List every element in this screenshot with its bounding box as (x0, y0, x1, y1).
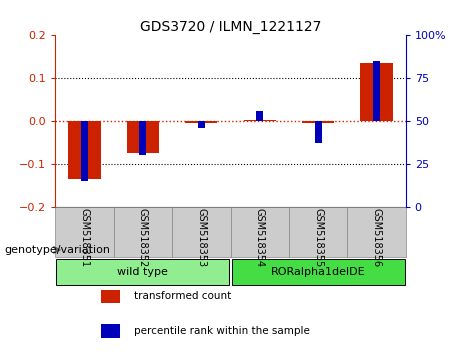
Text: GSM518356: GSM518356 (372, 208, 382, 267)
Bar (314, 121, 322, 143)
FancyBboxPatch shape (230, 207, 289, 257)
Text: GSM518352: GSM518352 (138, 208, 148, 268)
Bar (373, 61, 380, 121)
Text: genotype/variation: genotype/variation (5, 245, 111, 255)
Bar (127, 121, 159, 153)
Title: GDS3720 / ILMN_1221127: GDS3720 / ILMN_1221127 (140, 21, 321, 34)
Bar (69, 121, 100, 179)
FancyBboxPatch shape (55, 207, 114, 257)
Bar (101, 324, 120, 338)
Text: transformed count: transformed count (134, 291, 231, 302)
Text: percentile rank within the sample: percentile rank within the sample (134, 326, 310, 336)
Text: GSM518353: GSM518353 (196, 208, 207, 267)
FancyBboxPatch shape (347, 207, 406, 257)
Bar (243, 120, 276, 121)
FancyBboxPatch shape (57, 259, 229, 285)
Bar (302, 121, 334, 123)
Bar (139, 121, 147, 155)
FancyBboxPatch shape (289, 207, 347, 257)
Bar (81, 121, 88, 181)
FancyBboxPatch shape (232, 259, 404, 285)
FancyBboxPatch shape (172, 207, 230, 257)
Text: GSM518351: GSM518351 (79, 208, 89, 267)
Text: GSM518354: GSM518354 (254, 208, 265, 267)
Bar (198, 121, 205, 128)
Text: RORalpha1delDE: RORalpha1delDE (271, 267, 366, 277)
Bar (361, 63, 393, 121)
Text: GSM518355: GSM518355 (313, 208, 323, 268)
FancyBboxPatch shape (114, 207, 172, 257)
Bar (185, 121, 218, 123)
Bar (256, 111, 263, 121)
Text: wild type: wild type (118, 267, 168, 277)
Bar (101, 290, 120, 303)
